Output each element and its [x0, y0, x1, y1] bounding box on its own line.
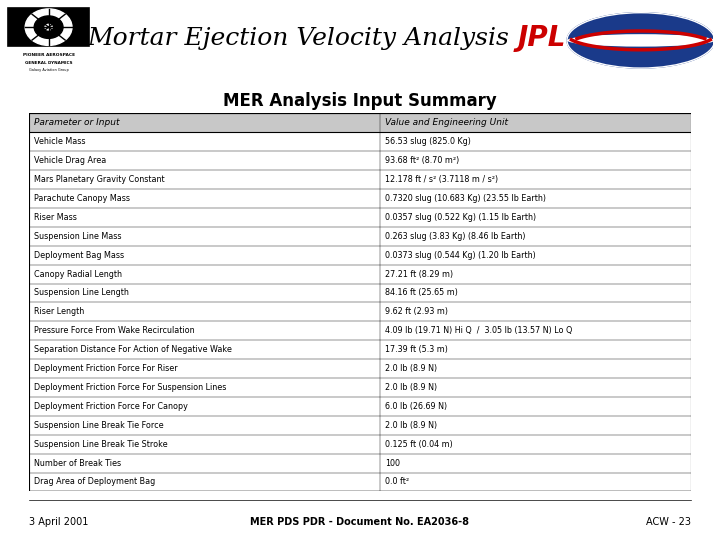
Text: 84.16 ft (25.65 m): 84.16 ft (25.65 m)	[385, 288, 458, 298]
Text: Separation Distance For Action of Negative Wake: Separation Distance For Action of Negati…	[34, 345, 232, 354]
Text: Deployment Friction Force For Riser: Deployment Friction Force For Riser	[34, 364, 178, 373]
Text: 27.21 ft (8.29 m): 27.21 ft (8.29 m)	[385, 269, 454, 279]
Text: Deployment Bag Mass: Deployment Bag Mass	[34, 251, 125, 260]
Text: Suspension Line Break Tie Stroke: Suspension Line Break Tie Stroke	[34, 440, 168, 449]
Text: Mars Planetary Gravity Constant: Mars Planetary Gravity Constant	[34, 175, 165, 184]
Text: Mars Exploration Rover: Mars Exploration Rover	[596, 78, 706, 86]
Text: Canopy Radial Length: Canopy Radial Length	[34, 269, 122, 279]
Text: Vehicle Drag Area: Vehicle Drag Area	[34, 156, 107, 165]
Text: Galaxy Aviation Group: Galaxy Aviation Group	[29, 68, 68, 72]
Text: PIONEER AEROSPACE: PIONEER AEROSPACE	[22, 52, 75, 57]
Text: 0.0373 slug (0.544 Kg) (1.20 lb Earth): 0.0373 slug (0.544 Kg) (1.20 lb Earth)	[385, 251, 536, 260]
Text: Drag Area of Deployment Bag: Drag Area of Deployment Bag	[34, 477, 156, 487]
Text: 2.0 lb (8.9 N): 2.0 lb (8.9 N)	[385, 383, 437, 392]
Text: MER PDS PDR - Document No. EA2036-8: MER PDS PDR - Document No. EA2036-8	[251, 517, 469, 526]
Text: 93.68 ft² (8.70 m²): 93.68 ft² (8.70 m²)	[385, 156, 459, 165]
Text: Suspension Line Mass: Suspension Line Mass	[34, 232, 122, 241]
Text: Pressure Force From Wake Recirculation: Pressure Force From Wake Recirculation	[34, 326, 194, 335]
Text: 4.09 lb (19.71 N) Hi Q  /  3.05 lb (13.57 N) Lo Q: 4.09 lb (19.71 N) Hi Q / 3.05 lb (13.57 …	[385, 326, 572, 335]
Ellipse shape	[567, 34, 715, 46]
Text: Number of Break Ties: Number of Break Ties	[34, 458, 121, 468]
Circle shape	[35, 16, 63, 38]
Circle shape	[567, 12, 715, 68]
Bar	[8, 8, 89, 46]
Text: 0.0357 slug (0.522 Kg) (1.15 lb Earth): 0.0357 slug (0.522 Kg) (1.15 lb Earth)	[385, 213, 536, 222]
Text: ACW - 23: ACW - 23	[647, 517, 691, 526]
Text: GENERAL DYNAMICS: GENERAL DYNAMICS	[25, 61, 72, 65]
Text: 0.263 slug (3.83 Kg) (8.46 lb Earth): 0.263 slug (3.83 Kg) (8.46 lb Earth)	[385, 232, 526, 241]
Text: 0.7320 slug (10.683 Kg) (23.55 lb Earth): 0.7320 slug (10.683 Kg) (23.55 lb Earth)	[385, 194, 546, 203]
Text: Parachute Canopy Mass: Parachute Canopy Mass	[34, 194, 130, 203]
Text: 0.0 ft²: 0.0 ft²	[385, 477, 409, 487]
Text: 3 April 2001: 3 April 2001	[29, 517, 88, 526]
Text: JPL: JPL	[518, 24, 566, 52]
Text: 100: 100	[385, 458, 400, 468]
Text: Deployment Friction Force For Canopy: Deployment Friction Force For Canopy	[34, 402, 188, 411]
Text: 0.125 ft (0.04 m): 0.125 ft (0.04 m)	[385, 440, 453, 449]
Text: 2.0 lb (8.9 N): 2.0 lb (8.9 N)	[385, 421, 437, 430]
Text: 17.39 ft (5.3 m): 17.39 ft (5.3 m)	[385, 345, 448, 354]
Text: Suspension Line Length: Suspension Line Length	[34, 288, 129, 298]
Text: Vehicle Mass: Vehicle Mass	[34, 137, 86, 146]
Text: 12.178 ft / s² (3.7118 m / s²): 12.178 ft / s² (3.7118 m / s²)	[385, 175, 498, 184]
Text: Suspension Line Break Tie Force: Suspension Line Break Tie Force	[34, 421, 163, 430]
Bar	[29, 113, 691, 132]
Text: Parameter or Input: Parameter or Input	[34, 118, 120, 127]
Text: 9.62 ft (2.93 m): 9.62 ft (2.93 m)	[385, 307, 448, 316]
Text: Mortar Ejection Velocity Analysis: Mortar Ejection Velocity Analysis	[88, 26, 510, 50]
Text: NASA: NASA	[625, 36, 657, 45]
Circle shape	[25, 9, 72, 45]
Text: Value and Engineering Unit: Value and Engineering Unit	[385, 118, 508, 127]
Circle shape	[45, 24, 53, 30]
Text: MER Analysis Input Summary: MER Analysis Input Summary	[223, 92, 497, 110]
Text: Riser Mass: Riser Mass	[34, 213, 77, 222]
Text: Deployment Friction Force For Suspension Lines: Deployment Friction Force For Suspension…	[34, 383, 227, 392]
Text: 56.53 slug (825.0 Kg): 56.53 slug (825.0 Kg)	[385, 137, 471, 146]
Text: 6.0 lb (26.69 N): 6.0 lb (26.69 N)	[385, 402, 447, 411]
Text: 2.0 lb (8.9 N): 2.0 lb (8.9 N)	[385, 364, 437, 373]
Text: Riser Length: Riser Length	[34, 307, 84, 316]
